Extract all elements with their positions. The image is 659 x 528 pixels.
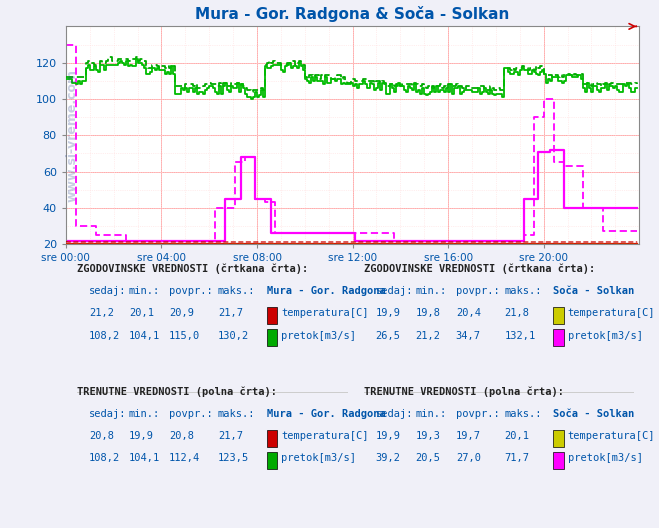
Text: Mura - Gor. Radgona: Mura - Gor. Radgona <box>267 409 386 419</box>
Text: temperatura[C]: temperatura[C] <box>281 308 368 318</box>
Title: Mura - Gor. Radgona & Soča - Solkan: Mura - Gor. Radgona & Soča - Solkan <box>195 6 510 23</box>
Text: min.:: min.: <box>416 286 447 296</box>
Text: 19,3: 19,3 <box>416 431 441 441</box>
Text: maks.:: maks.: <box>218 286 255 296</box>
Text: temperatura[C]: temperatura[C] <box>567 431 655 441</box>
Text: TRENUTNE VREDNOSTI (polna črta):: TRENUTNE VREDNOSTI (polna črta): <box>77 387 277 397</box>
Text: povpr.:: povpr.: <box>456 409 500 419</box>
FancyBboxPatch shape <box>267 329 277 346</box>
Text: 21,2: 21,2 <box>89 308 114 318</box>
FancyBboxPatch shape <box>267 430 277 447</box>
FancyBboxPatch shape <box>554 329 563 346</box>
Text: 104,1: 104,1 <box>129 454 160 464</box>
Text: maks.:: maks.: <box>505 286 542 296</box>
Text: 21,7: 21,7 <box>218 431 243 441</box>
Text: 104,1: 104,1 <box>129 331 160 341</box>
Text: 123,5: 123,5 <box>218 454 249 464</box>
FancyBboxPatch shape <box>554 452 563 469</box>
Text: 26,5: 26,5 <box>376 331 401 341</box>
Text: min.:: min.: <box>416 409 447 419</box>
Text: pretok[m3/s]: pretok[m3/s] <box>567 454 643 464</box>
FancyBboxPatch shape <box>554 430 563 447</box>
Text: 19,9: 19,9 <box>376 308 401 318</box>
Text: 39,2: 39,2 <box>376 454 401 464</box>
Text: Soča - Solkan: Soča - Solkan <box>554 409 635 419</box>
Text: 19,7: 19,7 <box>456 431 481 441</box>
Text: min.:: min.: <box>129 409 160 419</box>
Text: TRENUTNE VREDNOSTI (polna črta):: TRENUTNE VREDNOSTI (polna črta): <box>364 387 564 397</box>
Text: 20,8: 20,8 <box>89 431 114 441</box>
Text: 20,1: 20,1 <box>129 308 154 318</box>
Text: Soča - Solkan: Soča - Solkan <box>554 286 635 296</box>
Text: 71,7: 71,7 <box>505 454 529 464</box>
Text: pretok[m3/s]: pretok[m3/s] <box>281 331 356 341</box>
Text: povpr.:: povpr.: <box>169 286 213 296</box>
Text: pretok[m3/s]: pretok[m3/s] <box>281 454 356 464</box>
Text: 34,7: 34,7 <box>456 331 481 341</box>
Text: pretok[m3/s]: pretok[m3/s] <box>567 331 643 341</box>
Text: 130,2: 130,2 <box>218 331 249 341</box>
Text: 21,2: 21,2 <box>416 331 441 341</box>
Text: 20,5: 20,5 <box>416 454 441 464</box>
Text: ZGODOVINSKE VREDNOSTI (črtkana črta):: ZGODOVINSKE VREDNOSTI (črtkana črta): <box>77 264 308 275</box>
Text: sedaj:: sedaj: <box>376 286 413 296</box>
FancyBboxPatch shape <box>267 452 277 469</box>
Text: sedaj:: sedaj: <box>89 409 127 419</box>
Text: 19,8: 19,8 <box>416 308 441 318</box>
Text: 112,4: 112,4 <box>169 454 200 464</box>
FancyBboxPatch shape <box>554 307 563 324</box>
Text: temperatura[C]: temperatura[C] <box>281 431 368 441</box>
Text: maks.:: maks.: <box>505 409 542 419</box>
Text: maks.:: maks.: <box>218 409 255 419</box>
Text: 20,1: 20,1 <box>505 431 529 441</box>
Text: ZGODOVINSKE VREDNOSTI (črtkana črta):: ZGODOVINSKE VREDNOSTI (črtkana črta): <box>364 264 595 275</box>
Text: 20,9: 20,9 <box>169 308 194 318</box>
Text: 19,9: 19,9 <box>129 431 154 441</box>
Text: povpr.:: povpr.: <box>456 286 500 296</box>
FancyBboxPatch shape <box>267 307 277 324</box>
Text: povpr.:: povpr.: <box>169 409 213 419</box>
Text: www.si-vreme.com: www.si-vreme.com <box>65 69 78 202</box>
Text: min.:: min.: <box>129 286 160 296</box>
Text: 108,2: 108,2 <box>89 454 120 464</box>
Text: 108,2: 108,2 <box>89 331 120 341</box>
Text: sedaj:: sedaj: <box>376 409 413 419</box>
Text: 20,8: 20,8 <box>169 431 194 441</box>
Text: 21,7: 21,7 <box>218 308 243 318</box>
Text: temperatura[C]: temperatura[C] <box>567 308 655 318</box>
Text: 27,0: 27,0 <box>456 454 481 464</box>
Text: 115,0: 115,0 <box>169 331 200 341</box>
Text: sedaj:: sedaj: <box>89 286 127 296</box>
Text: Mura - Gor. Radgona: Mura - Gor. Radgona <box>267 286 386 296</box>
Text: 20,4: 20,4 <box>456 308 481 318</box>
Text: 19,9: 19,9 <box>376 431 401 441</box>
Text: 132,1: 132,1 <box>505 331 536 341</box>
Text: 21,8: 21,8 <box>505 308 529 318</box>
